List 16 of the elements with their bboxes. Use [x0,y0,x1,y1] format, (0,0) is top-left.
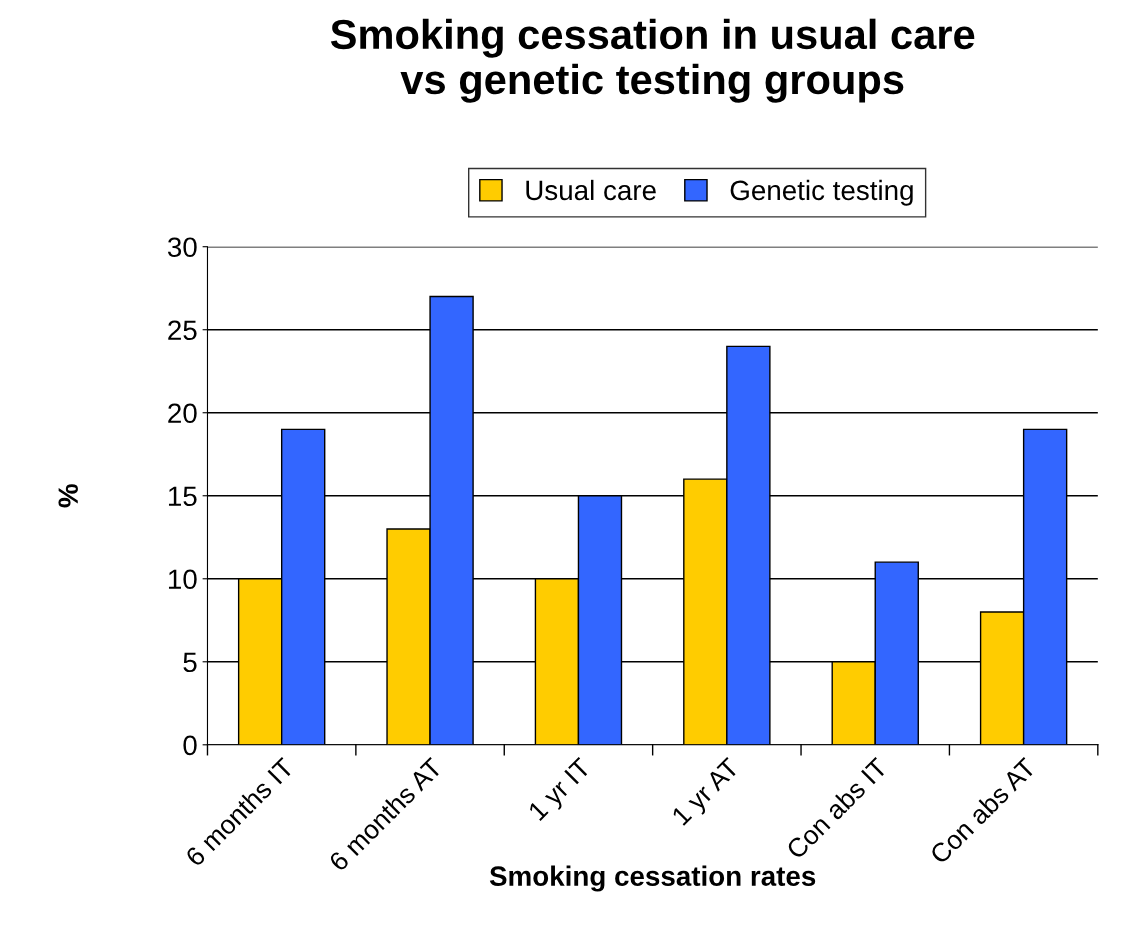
x-tick-label: Con abs IT [784,756,889,860]
x-tick-label: 1 yr IT [527,757,596,825]
legend-label: Genetic testing [730,179,913,206]
x-axis-title: Smoking cessation rates [489,865,816,892]
y-tick-label: 5 [183,652,197,673]
x-tick-label: Con abs AT [928,756,1037,865]
legend-label: Usual care [526,179,656,201]
y-tick-label: 20 [168,403,197,424]
y-tick-label: 10 [168,569,197,590]
y-axis-title: % [58,484,78,508]
y-tick-label: 25 [168,320,197,341]
x-tick-label: 1 yr AT [671,757,744,830]
chart-title: Smoking cessation in usual care vs genetic testing groups [330,18,975,103]
y-tick-label: 0 [183,735,197,756]
y-tick-label: 30 [167,237,197,258]
y-tick-label: 15 [168,486,197,507]
